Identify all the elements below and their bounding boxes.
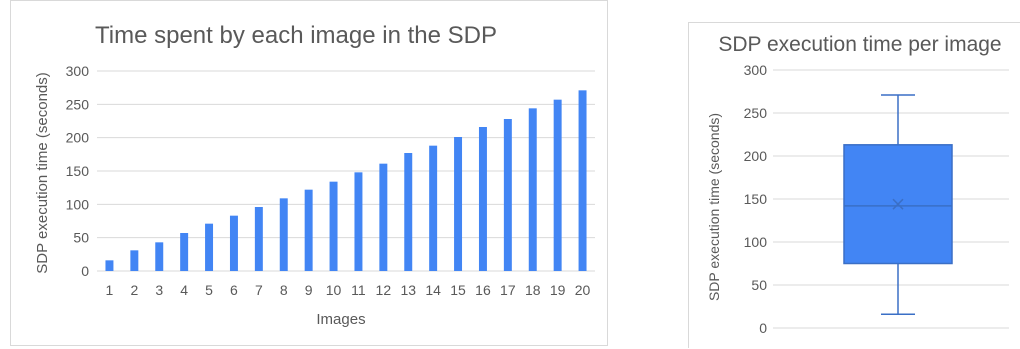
box-plot-y-ticks: 0 50 100 150 200 250 300 [744,62,768,336]
box-y-tick-label: 250 [744,105,768,121]
bar [229,215,238,271]
bar-chart-title: Time spent by each image in the SDP [95,22,497,49]
bar-x-tick-label: 13 [400,282,416,298]
bar [279,198,288,271]
bar-y-tick-label: 200 [66,130,90,146]
bar-x-tick-label: 20 [575,282,591,298]
bar-x-tick-label: 11 [351,282,366,298]
box-y-tick-label: 150 [744,191,768,207]
bar-x-tick-label: 3 [155,282,163,298]
bar [503,119,512,271]
bar-x-tick-label: 15 [450,282,466,298]
bar-chart-x-ticks: 1 2 3 4 5 6 7 8 9 10 11 12 13 14 15 16 17 18 19 20 [106,282,591,298]
bar-x-tick-label: 10 [326,282,342,298]
bar [379,163,388,271]
bar [404,153,413,271]
box-plot-y-axis-label: SDP execution time (seconds) [706,113,722,301]
bar-x-tick-label: 1 [106,282,114,298]
bar-chart-panel: Time spent by each image in the SDP 0 50 1… [10,0,608,346]
bar [180,233,189,271]
bar-x-tick-label: 7 [255,282,263,298]
bar-x-tick-label: 16 [475,282,491,298]
bar-x-tick-label: 2 [130,282,138,298]
bar-x-tick-label: 19 [550,282,566,298]
bar [454,137,463,271]
bar [105,260,114,271]
box-y-tick-label: 50 [751,277,767,293]
bar [254,207,263,271]
bar-x-tick-label: 17 [500,282,516,298]
bar-x-tick-label: 8 [280,282,288,298]
bar-y-tick-label: 100 [66,196,90,212]
bar-chart-bars [105,90,587,272]
box-y-tick-label: 100 [744,234,768,250]
bar-chart-y-axis-label: SDP execution time (seconds) [34,72,51,273]
bar-x-tick-label: 5 [205,282,213,298]
box-plot-gridlines [773,69,1009,329]
bar-chart-gridlines [97,70,595,272]
box-plot-marks [843,94,953,315]
bar-y-tick-label: 50 [73,230,89,246]
bar [354,172,363,271]
bar [553,99,562,272]
box-mean-marker [892,198,904,210]
bar-y-tick-label: 0 [81,263,89,279]
bar-x-tick-label: 18 [525,282,541,298]
bar [578,90,587,271]
bar [304,189,313,271]
bar [205,223,214,271]
bar-x-tick-label: 14 [425,282,441,298]
bar-x-tick-label: 12 [376,282,392,298]
bar [478,127,487,271]
bar-chart-y-ticks: 0 50 100 150 200 250 300 [66,63,90,279]
bar [329,181,338,271]
bar-chart-x-axis-label: Images [316,311,365,328]
bar [528,108,537,271]
bar-y-tick-label: 250 [66,96,90,112]
bar-y-tick-label: 300 [66,63,90,79]
box-plot-svg: SDP execution time per image 0 50 100 150 20… [706,33,1009,336]
bar-x-tick-label: 6 [230,282,238,298]
bar-y-tick-label: 150 [66,163,90,179]
box-plot-title: SDP execution time per image [718,33,1001,56]
box-plot-panel: SDP execution time per image 0 50 100 150 20… [688,22,1020,348]
bar-chart-svg: Time spent by each image in the SDP 0 50 1… [34,22,595,328]
box-y-tick-label: 0 [759,320,767,336]
bar-x-tick-label: 9 [305,282,313,298]
bar [130,250,139,271]
bar [155,242,164,271]
bar-x-tick-label: 4 [180,282,188,298]
box-y-tick-label: 300 [744,62,768,78]
box-y-tick-label: 200 [744,148,768,164]
bar [429,145,438,271]
